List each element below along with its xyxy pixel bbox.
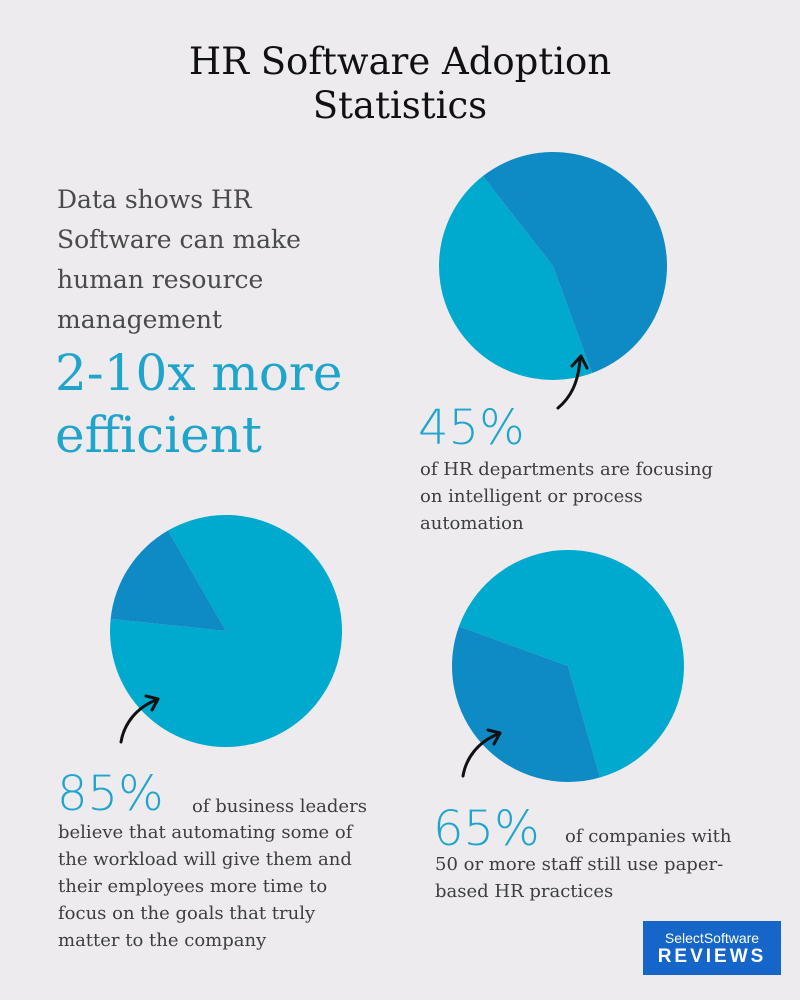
caption-65: 50 or more staff still use paper- based … — [435, 851, 785, 905]
pie-chart-65 — [452, 550, 684, 782]
caption-65-line-1: of companies with — [565, 826, 732, 847]
percent-label-45: 45% — [418, 400, 525, 456]
curved-arrow-icon — [556, 354, 589, 410]
page-title: HR Software Adoption Statistics — [0, 40, 800, 128]
caption-45-line-2: on intelligent or process — [420, 486, 643, 507]
caption-85: believe that automating some of the work… — [58, 819, 408, 954]
pie-slice — [482, 151, 667, 374]
curved-arrow-icon — [461, 728, 502, 778]
caption-85-line-5: focus on the goals that truly — [58, 903, 316, 924]
highlight-line-1: 2-10x more — [55, 344, 343, 402]
intro-line-2: Software can make — [57, 225, 301, 254]
title-line-1: HR Software Adoption — [188, 40, 612, 83]
pie-slice — [110, 530, 226, 631]
logo-line-1: SelectSoftware — [664, 930, 760, 946]
pie-chart-85 — [110, 515, 342, 747]
caption-45-line-3: automation — [420, 513, 524, 534]
percent-label-85: 85% — [57, 766, 164, 822]
pie-slice — [452, 626, 600, 782]
title-line-2: Statistics — [312, 84, 488, 127]
intro-line-1: Data shows HR — [57, 185, 252, 214]
logo-line-2: REVIEWS — [657, 946, 767, 967]
pie-slice — [110, 515, 342, 747]
intro-line-4: management — [57, 305, 223, 334]
caption-85-line-4: their employees more time to — [58, 876, 328, 897]
curved-arrow-icon — [119, 694, 160, 744]
intro-text: Data shows HR Software can make human re… — [57, 180, 387, 340]
pie-slice — [439, 176, 592, 380]
pie-chart-45 — [439, 151, 667, 380]
select-software-reviews-logo: SelectSoftware REVIEWS — [643, 921, 781, 975]
caption-85-line-6: matter to the company — [58, 930, 267, 951]
caption-85-line-1: of business leaders — [192, 796, 367, 817]
efficiency-highlight: 2-10x more efficient — [55, 342, 415, 466]
caption-65-line-2: 50 or more staff still use paper- — [435, 854, 724, 875]
caption-85-line-2: believe that automating some of — [58, 822, 353, 843]
caption-45: of HR departments are focusing on intell… — [420, 456, 760, 537]
caption-45-line-1: of HR departments are focusing — [420, 459, 713, 480]
intro-line-3: human resource — [57, 265, 264, 294]
pie-slice — [458, 550, 684, 778]
percent-label-65: 65% — [433, 801, 540, 857]
caption-85-line-3: the workload will give them and — [58, 849, 352, 870]
caption-65-line-3: based HR practices — [435, 881, 614, 902]
highlight-line-2: efficient — [55, 406, 262, 464]
